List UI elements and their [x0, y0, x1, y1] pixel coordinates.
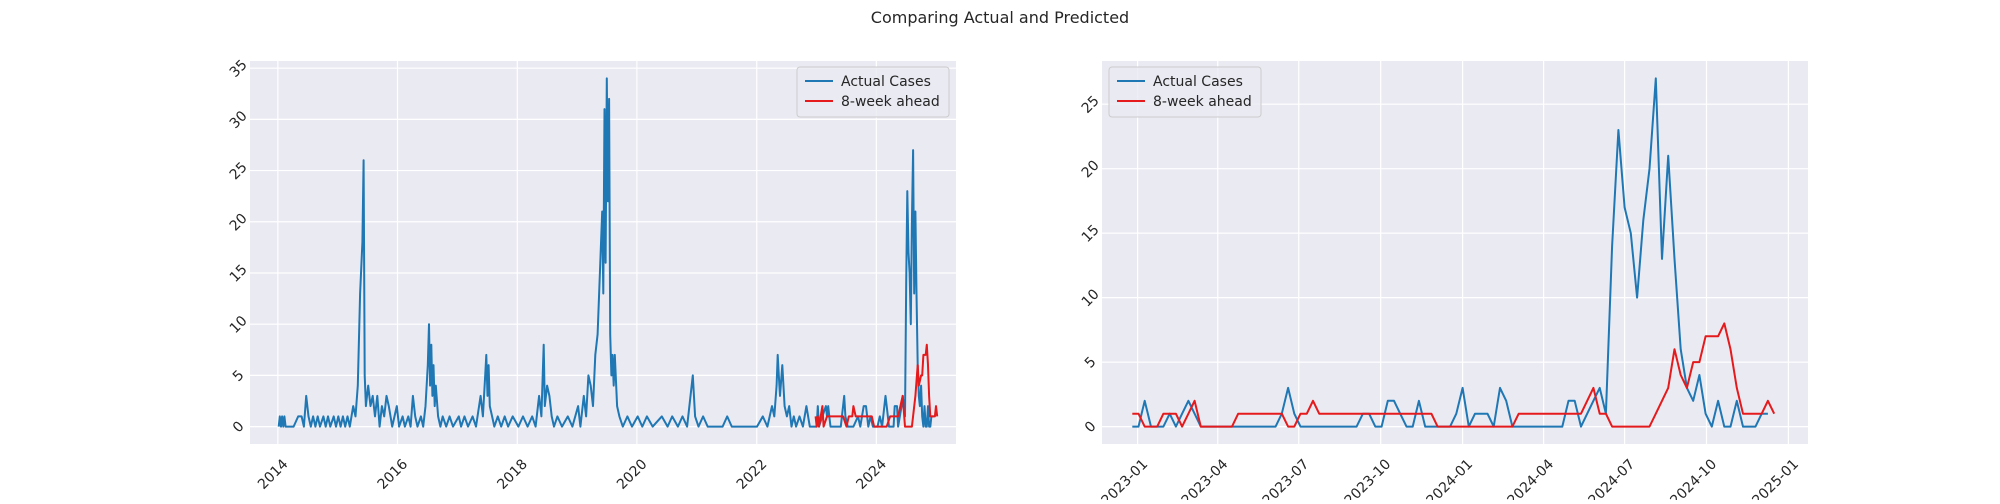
y-tick-label: 5 — [230, 367, 248, 385]
x-tick-label: 2023-01 — [1099, 456, 1152, 500]
legend-box — [1108, 66, 1262, 118]
y-tick-label: 20 — [227, 211, 251, 235]
legend-label: 8-week ahead — [1153, 94, 1252, 110]
series-line — [814, 343, 939, 428]
chart-1: 0 5 10 15 20 25 30 35 2014 2016 2018 2020 2022 2024 Ac… — [227, 57, 956, 493]
legend-label: 8-week ahead — [841, 94, 940, 110]
x-tick-label: 2024-04 — [1505, 456, 1558, 500]
x-tick-label: 2024-07 — [1586, 456, 1639, 500]
y-tick-label: 15 — [227, 262, 251, 286]
y-tick-label: 35 — [227, 57, 251, 81]
y-tick-label: 5 — [1082, 354, 1100, 372]
plot-area — [1102, 61, 1808, 444]
x-tick-label: 2014 — [255, 456, 292, 493]
x-tick-label: 2025-01 — [1749, 456, 1802, 500]
y-tick-label: 25 — [1079, 93, 1103, 117]
x-tick-label: 2024 — [853, 456, 890, 493]
x-tick-label: 2022 — [734, 456, 771, 493]
figure-title: Comparing Actual and Predicted — [870, 8, 1130, 27]
x-tick-label: 2024-10 — [1667, 456, 1720, 500]
y-tick-label: 10 — [1079, 286, 1103, 310]
x-tick-label: 2020 — [614, 456, 651, 493]
legend-label: Actual Cases — [841, 74, 931, 90]
y-tick-label: 10 — [227, 313, 251, 337]
y-tick-label: 0 — [230, 418, 248, 436]
y-tick-label: 25 — [227, 159, 251, 183]
x-tick-label: 2018 — [494, 456, 531, 493]
x-tick-label: 2023-10 — [1342, 456, 1395, 500]
legend-box — [796, 66, 950, 118]
y-tick-label: 20 — [1079, 157, 1103, 181]
series-line — [1132, 322, 1776, 428]
y-tick-label: 0 — [1082, 418, 1100, 436]
legend-label: Actual Cases — [1153, 74, 1243, 90]
x-tick-label: 2023-07 — [1260, 456, 1313, 500]
x-tick-label: 2024-01 — [1424, 456, 1477, 500]
series-line — [277, 77, 934, 428]
y-tick-label: 30 — [227, 108, 251, 132]
y-tick-label: 15 — [1079, 222, 1103, 246]
x-tick-label: 2023-04 — [1179, 456, 1232, 500]
x-tick-label: 2016 — [375, 456, 412, 493]
chart-2: 0 5 10 15 20 25 2023-01 2023-04 2023-07 2023-10 20… — [1079, 61, 1808, 504]
